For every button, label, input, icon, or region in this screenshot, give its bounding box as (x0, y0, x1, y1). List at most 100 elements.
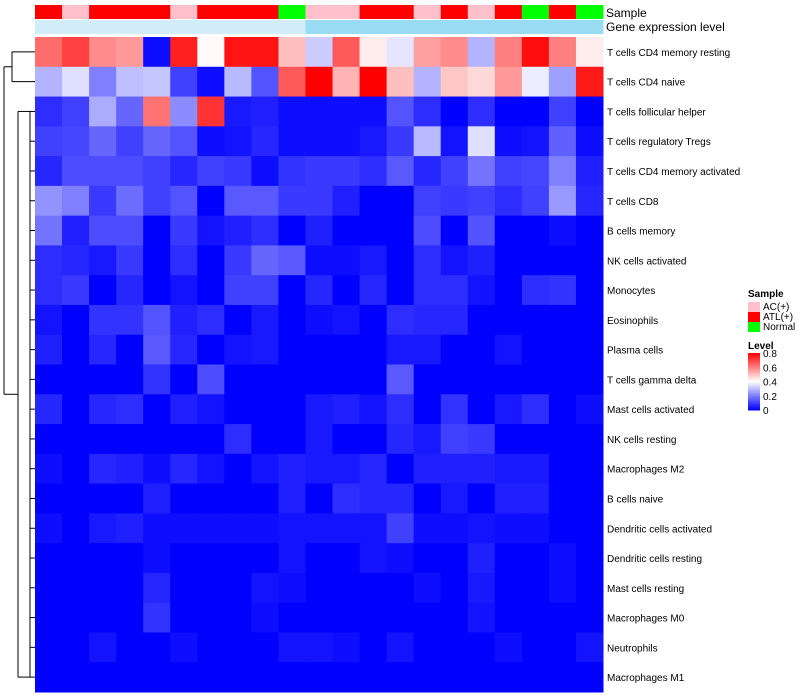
heatmap-cell (89, 394, 117, 425)
colorbar-tick-label: 0.2 (763, 392, 777, 403)
row-label: T cells CD4 memory resting (607, 48, 730, 59)
heatmap-cell (251, 662, 279, 693)
sample-annotation-cell (116, 5, 144, 19)
heatmap-cell (440, 543, 469, 574)
heatmap-cell (143, 572, 171, 604)
row-label: Mast cells activated (607, 405, 694, 416)
heatmap-cell (494, 632, 523, 663)
row-label: Mast cells resting (607, 584, 684, 595)
heatmap-cell (197, 304, 225, 336)
heatmap-cell (278, 275, 306, 306)
heatmap-cell (548, 156, 577, 187)
colorbar-segment (748, 360, 760, 363)
heatmap-cell (116, 364, 144, 395)
heatmap-cell (467, 275, 496, 306)
colorbar-segment (748, 398, 760, 401)
sample-annotation-cell (170, 5, 198, 19)
sample-annotation-cell (251, 5, 279, 19)
heatmap-cell (359, 66, 388, 98)
heatmap-cell (224, 156, 252, 187)
heatmap-cell (89, 543, 117, 574)
heatmap-cell (116, 632, 144, 663)
heatmap-cell (170, 156, 198, 187)
heatmap-cell (440, 215, 469, 246)
colorbar-segment (748, 377, 760, 380)
heatmap-cell (35, 632, 63, 663)
legend-level-title: Level (748, 341, 774, 352)
colorbar-segment (748, 390, 760, 392)
heatmap-cell (278, 543, 306, 574)
heatmap-cell (143, 394, 171, 425)
legend-sample-title: Sample (748, 289, 784, 300)
heatmap-cell (359, 662, 388, 693)
heatmap-cell (332, 66, 361, 98)
heatmap-cell (521, 334, 550, 365)
heatmap-cell (305, 245, 334, 276)
heatmap-cell (251, 364, 279, 395)
heatmap-cell (521, 364, 550, 395)
heatmap-cell (116, 245, 144, 276)
heatmap-cell (224, 572, 252, 604)
heatmap-cell (359, 602, 388, 633)
heatmap-cell (89, 334, 117, 365)
heatmap-cells (35, 37, 604, 693)
heatmap-cell (386, 662, 415, 693)
heatmap-cell (278, 662, 306, 693)
heatmap-cell (116, 602, 144, 633)
heatmap-cell (62, 364, 90, 395)
heatmap-cell (224, 662, 252, 693)
heatmap-cell (62, 334, 90, 365)
heatmap-cell (575, 572, 604, 604)
heatmap-cell (305, 37, 334, 68)
heatmap-cell (575, 424, 604, 455)
expression-annotation-cell (467, 20, 496, 34)
heatmap-cell (197, 543, 225, 574)
expression-annotation-cell (35, 20, 63, 34)
sample-annotation-cell (359, 5, 388, 19)
heatmap-cell (89, 662, 117, 693)
heatmap-cell (440, 126, 469, 157)
row-label: T cells gamma delta (607, 375, 697, 386)
heatmap-cell (305, 513, 334, 544)
heatmap-cell (224, 632, 252, 663)
heatmap-cell (224, 334, 252, 365)
colorbar-segment (748, 400, 760, 402)
heatmap-cell (521, 215, 550, 246)
heatmap-cell (197, 513, 225, 544)
heatmap-cell (521, 513, 550, 544)
heatmap-cell (548, 185, 577, 217)
colorbar-segment (748, 364, 760, 367)
heatmap-cell (332, 96, 361, 127)
heatmap-cell (35, 394, 63, 425)
heatmap-cell (494, 126, 523, 157)
heatmap-cell (332, 245, 361, 276)
heatmap-cell (467, 543, 496, 574)
heatmap-cell (359, 632, 388, 663)
heatmap-cell (35, 304, 63, 336)
colorbar-segment (748, 401, 760, 404)
heatmap-cell (521, 572, 550, 604)
heatmap-cell (332, 632, 361, 663)
heatmap-cell (548, 632, 577, 663)
heatmap-cell (575, 483, 604, 514)
heatmap-cell (386, 394, 415, 425)
heatmap-cell (440, 275, 469, 306)
colorbar-segment (748, 362, 760, 365)
expression-annotation-cell (521, 20, 550, 34)
heatmap-cell (305, 662, 334, 693)
colorbar-segment (748, 375, 760, 378)
heatmap-cell (575, 632, 604, 663)
expression-annotation-cell (170, 20, 198, 34)
heatmap-cell (89, 156, 117, 187)
heatmap-cell (278, 245, 306, 276)
heatmap-cell (575, 334, 604, 365)
heatmap-cell (386, 275, 415, 306)
sample-annotation-cell (548, 5, 577, 19)
heatmap-cell (62, 185, 90, 217)
heatmap-cell (548, 96, 577, 127)
heatmap-cell (440, 424, 469, 455)
colorbar-segment (748, 358, 760, 361)
heatmap-cell (278, 483, 306, 514)
heatmap-cell (35, 662, 63, 693)
